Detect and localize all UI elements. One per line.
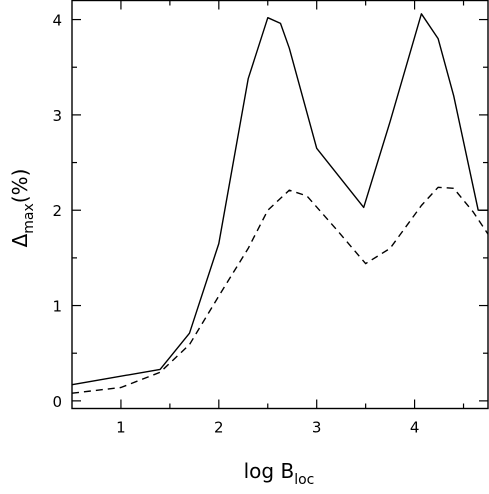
series-layer [71, 13, 489, 394]
y-tick-label: 4 [52, 12, 62, 30]
x-axis-title: log Bloc [244, 459, 315, 488]
x-tick-label: 2 [214, 419, 224, 437]
y-tick-label: 1 [52, 298, 62, 316]
x-axis-title-sub: loc [294, 472, 314, 488]
axis-ticks [72, 0, 488, 409]
x-tick-label: 4 [410, 419, 420, 437]
series-line-dashed [71, 186, 489, 394]
x-axis-title-main: log B [244, 459, 295, 483]
tick-labels: 1 2 3 4 0 1 2 3 4 [52, 12, 419, 437]
y-axis-title-main: Δ [8, 233, 32, 247]
y-axis-title: Δmax(%) [8, 169, 37, 248]
plot-frame [71, 0, 489, 410]
y-axis-title-sub: max [21, 203, 37, 234]
y-tick-label: 3 [52, 107, 62, 125]
x-tick-label: 3 [312, 419, 322, 437]
series-line-solid [71, 13, 488, 386]
y-tick-label: 0 [52, 393, 62, 411]
y-tick-label: 2 [52, 202, 62, 220]
y-axis-title-suffix: (%) [8, 169, 32, 204]
x-tick-label: 1 [116, 419, 126, 437]
